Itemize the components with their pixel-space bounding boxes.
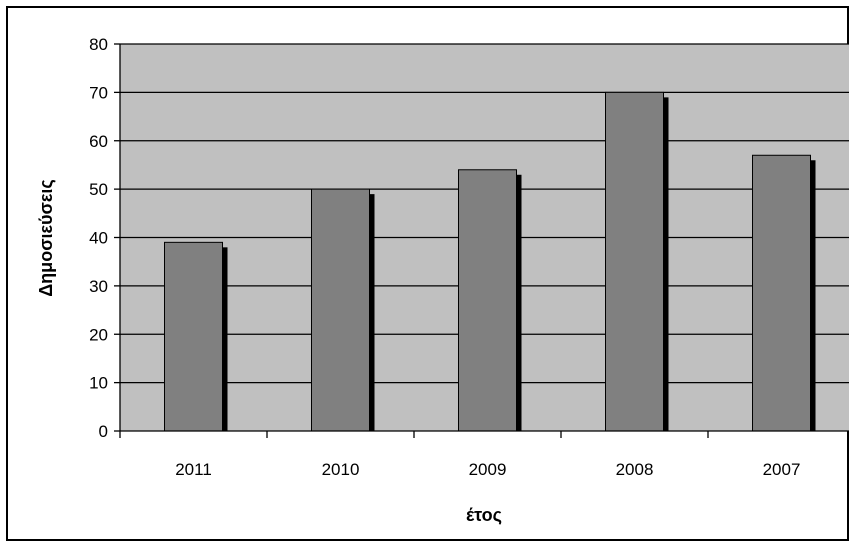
y-tick-label: 10 xyxy=(89,374,108,393)
bar xyxy=(164,241,223,432)
y-tick-label: 50 xyxy=(89,180,108,199)
bar xyxy=(752,154,811,432)
x-tick-label: 2007 xyxy=(763,460,801,479)
bar xyxy=(311,188,370,432)
y-tick-label: 80 xyxy=(89,35,108,54)
x-axis-title: έτος xyxy=(466,505,502,525)
y-tick-label: 60 xyxy=(89,132,108,151)
bar xyxy=(605,91,664,432)
bar xyxy=(458,169,517,432)
x-tick-label: 2011 xyxy=(175,460,212,479)
y-tick-label: 30 xyxy=(89,277,108,296)
x-tick-label: 2008 xyxy=(616,460,654,479)
x-tick-label: 2009 xyxy=(469,460,507,479)
bars xyxy=(164,91,816,432)
y-tick-label: 0 xyxy=(99,422,108,441)
tick-labels: 0 10 20 30 40 50 60 70 80 2011 2010 2009 2008 2007 xyxy=(89,35,800,479)
axes xyxy=(114,43,849,438)
x-tick-label: 2010 xyxy=(322,460,360,479)
y-axis-title: Δημοσιεύσεις xyxy=(36,179,56,297)
y-tick-label: 20 xyxy=(89,325,108,344)
y-tick-label: 40 xyxy=(89,229,108,248)
y-tick-label: 70 xyxy=(89,83,108,102)
